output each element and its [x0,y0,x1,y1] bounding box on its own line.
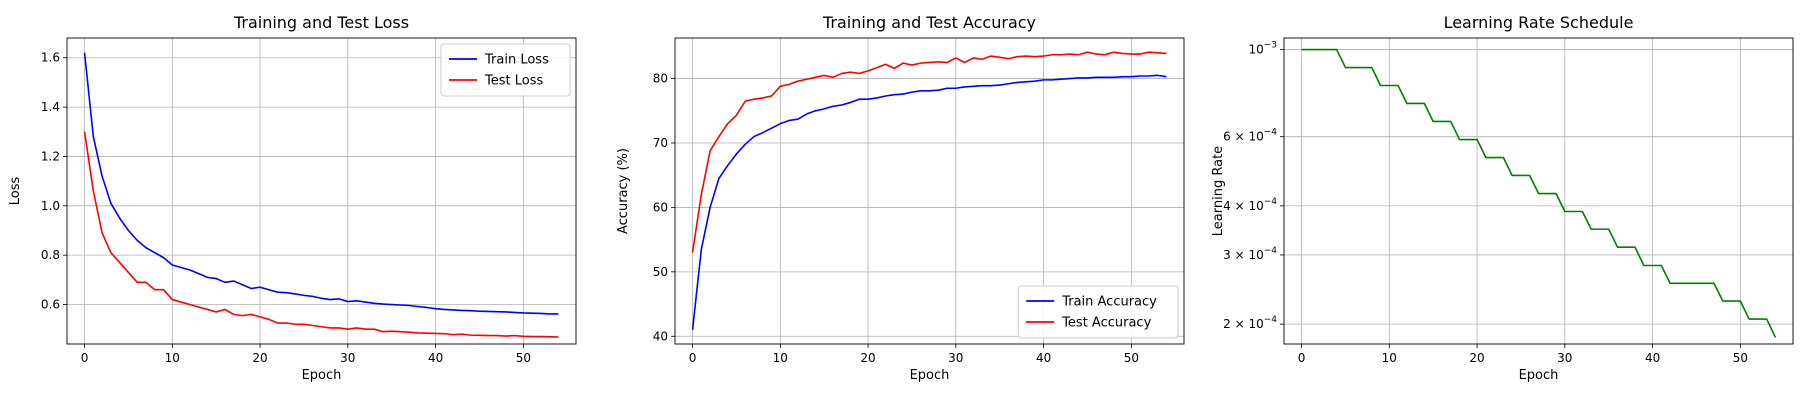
legend: Train Loss Test Loss [440,43,571,97]
x-tick-label: 20 [252,351,267,365]
x-axis-label: Epoch [302,368,342,383]
y-tick-label: 1.4 [41,100,60,114]
x-tick-label: 20 [860,351,875,365]
y-tick-label: 40 [653,329,668,343]
x-tick-label: 40 [1036,351,1051,365]
y-tick-label: 1.0 [41,199,60,213]
chart-title: Learning Rate Schedule [1444,13,1634,32]
y-tick-label: 10−3 [1248,41,1277,57]
x-tick-label: 0 [689,351,697,365]
x-tick-label: 30 [948,351,963,365]
plot-frame [674,37,1185,345]
series-line-test-accuracy [691,51,1167,253]
y-tick-label: 4 × 10−4 [1223,197,1277,213]
legend-label: Train Accuracy [1061,295,1157,310]
legend-label: Train Loss [484,53,549,68]
x-tick-label: 40 [428,351,443,365]
y-axis-label: Accuracy (%) [616,148,631,234]
legend-label: Test Accuracy [1061,316,1151,331]
x-tick-label: 40 [1645,351,1660,365]
x-tick-label: 50 [1124,351,1139,365]
series-line-learning-rate [1301,48,1777,338]
chart-panel-2: 0 10 20 30 40 50 40 50 60 70 80 Training and Test A… [616,13,1185,383]
chart-panel-1: 0 10 20 30 40 50 0.6 0.8 1.0 1.2 1.4 1.6 Training an… [8,13,577,383]
x-tick-label: 10 [1382,351,1397,365]
x-tick-label: 10 [773,351,788,365]
series-line-test-loss [83,131,559,338]
x-tick-label: 50 [516,351,531,365]
y-tick-label: 50 [653,265,668,279]
plot-frame [1283,37,1794,345]
y-tick-label: 1.6 [41,51,60,65]
legend-box [1017,285,1179,339]
x-tick-label: 30 [1557,351,1572,365]
legend: Train Accuracy Test Accuracy [1017,285,1179,339]
y-tick-label: 0.6 [41,298,60,312]
chart-panel-3: 0 10 20 30 40 50 10−3 6 × 10−4 4 × 10−4 3 × 10−4 2… [1211,13,1794,383]
x-tick-label: 10 [165,351,180,365]
y-axis-label: Loss [8,177,23,206]
x-axis-label: Epoch [910,368,950,383]
y-tick-label: 2 × 10−4 [1223,315,1277,331]
y-tick-label: 3 × 10−4 [1223,246,1277,262]
y-axis-label: Learning Rate [1211,146,1226,236]
y-tick-label: 80 [653,72,668,86]
series-line-train-accuracy [691,74,1167,330]
legend-label: Test Loss [484,74,543,89]
chart-title: Training and Test Loss [233,13,409,32]
x-axis-label: Epoch [1519,368,1559,383]
x-tick-label: 30 [340,351,355,365]
y-tick-label: 70 [653,136,668,150]
x-tick-label: 0 [81,351,89,365]
x-tick-label: 50 [1733,351,1748,365]
chart-title: Training and Test Accuracy [822,13,1036,32]
y-tick-label: 0.8 [41,248,60,262]
x-tick-label: 0 [1298,351,1306,365]
plot-frame [66,37,577,345]
series-line-train-loss [83,52,559,315]
legend-box [440,43,571,97]
y-tick-label: 1.2 [41,149,60,163]
y-tick-label: 60 [653,200,668,214]
x-tick-label: 20 [1469,351,1484,365]
y-tick-label: 6 × 10−4 [1223,128,1277,144]
